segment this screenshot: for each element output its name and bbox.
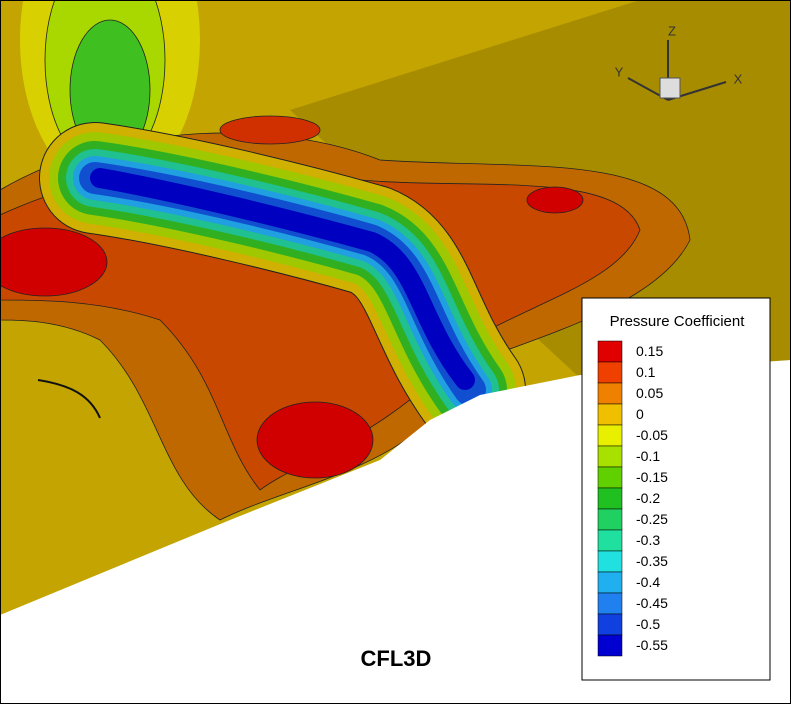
caption: CFL3D	[361, 646, 432, 671]
peak-region	[0, 227, 108, 297]
peak-region	[219, 115, 321, 145]
legend-items: 0.15 0.1 0.05 0 -0.05 -0.1 -0.15 -0.2 -0.25 -0.3 -…	[597, 340, 668, 657]
peak-region	[256, 401, 374, 479]
legend-label: -0.25	[636, 511, 668, 527]
legend-swatch	[597, 550, 623, 573]
legend-swatch	[597, 340, 623, 363]
axis-triad	[627, 40, 727, 101]
legend-label: -0.2	[636, 490, 660, 506]
legend-label: -0.45	[636, 595, 668, 611]
legend-swatch	[597, 571, 623, 594]
axis-cube	[659, 77, 681, 99]
legend-swatch	[597, 529, 623, 552]
peak-region	[526, 186, 584, 214]
legend-label: -0.55	[636, 637, 668, 653]
legend-label: -0.15	[636, 469, 668, 485]
legend-swatch	[597, 424, 623, 447]
legend-label: -0.3	[636, 532, 660, 548]
legend-label: 0	[636, 406, 644, 422]
legend-swatch	[597, 634, 623, 657]
legend-swatch	[597, 382, 623, 405]
legend-swatch	[597, 613, 623, 636]
legend-label: -0.05	[636, 427, 668, 443]
band-core	[90, 168, 475, 390]
legend-title: Pressure Coefficient	[610, 313, 746, 330]
legend-label: 0.15	[636, 343, 663, 359]
legend-label: -0.35	[636, 553, 668, 569]
legend-swatch	[597, 403, 623, 426]
axis-label: Z	[668, 23, 676, 38]
axis-label: X	[734, 71, 743, 86]
suction-band	[39, 122, 526, 446]
legend-swatch	[597, 361, 623, 384]
legend-label: -0.1	[636, 448, 660, 464]
legend-swatch	[597, 466, 623, 489]
legend-label: -0.5	[636, 616, 660, 632]
legend-swatch	[597, 508, 623, 531]
legend-swatch	[597, 487, 623, 510]
axis-label: Y	[615, 64, 624, 79]
legend-swatch	[597, 592, 623, 615]
legend-label: 0.1	[636, 364, 656, 380]
legend-label: 0.05	[636, 385, 663, 401]
legend-label: -0.4	[636, 574, 660, 590]
legend-swatch	[597, 445, 623, 468]
contour-line	[37, 379, 101, 419]
